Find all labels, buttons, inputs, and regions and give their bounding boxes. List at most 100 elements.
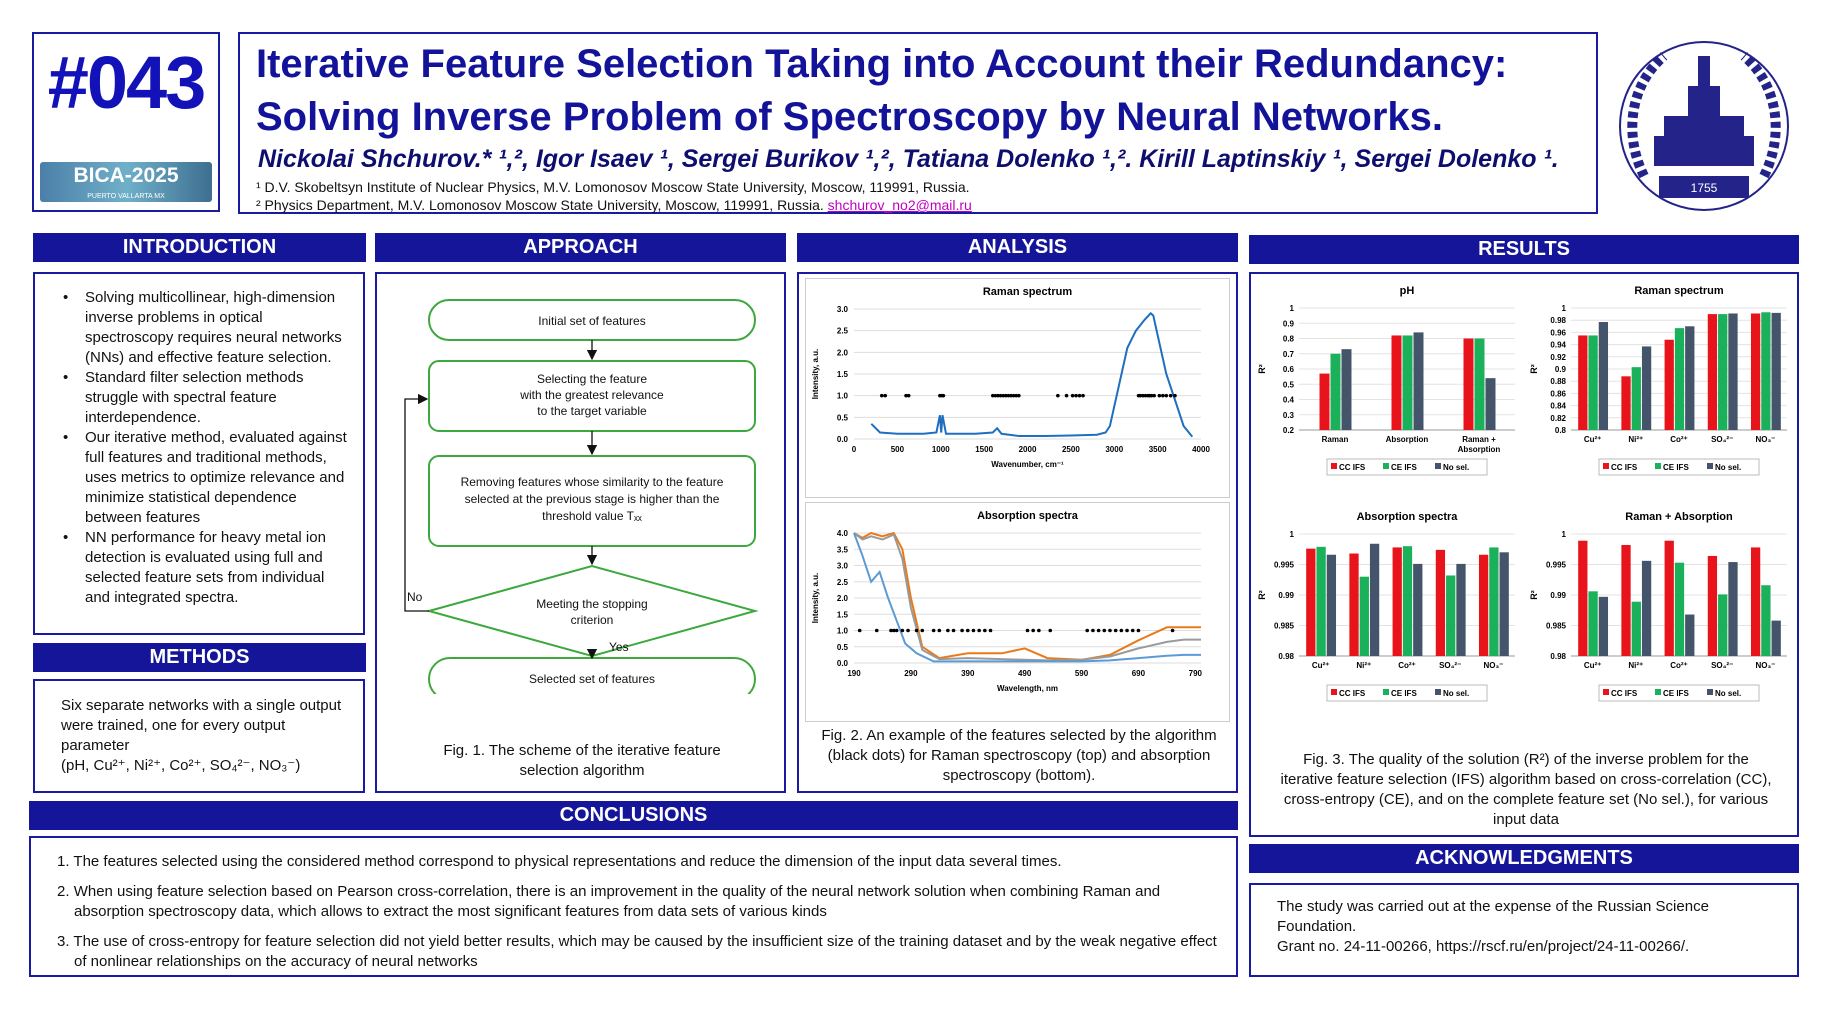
selected-feature-dot — [1168, 393, 1173, 398]
y-tick-label: 0.985 — [1546, 622, 1567, 631]
category-label: Raman + — [1462, 435, 1496, 444]
y-tick-label: 0.6 — [1283, 365, 1295, 374]
bar-no-sel- — [1499, 552, 1509, 656]
category-label: SO₄²⁻ — [1711, 661, 1733, 670]
bar-no-sel- — [1685, 614, 1695, 656]
selected-feature-dot — [1170, 628, 1175, 633]
legend-label: CC IFS — [1339, 463, 1366, 472]
conclusion-number: 1. — [57, 853, 74, 870]
y-tick-label: 0.995 — [1546, 561, 1567, 570]
x-tick-label: 790 — [1189, 669, 1203, 678]
selected-feature-dot — [883, 393, 888, 398]
introduction-header: INTRODUCTION — [33, 233, 366, 262]
legend-label: No sel. — [1443, 689, 1469, 698]
poster-title-line1: Iterative Feature Selection Taking into … — [256, 42, 1508, 86]
y-tick-label: 1 — [1562, 530, 1567, 539]
intro-item: Solving multicollinear, high-dimension i… — [63, 288, 353, 368]
raman-absorption-bar-chart: Raman + Absorption 0.98 0.985 0.99 0.995 1 R² C… — [1529, 511, 1787, 702]
x-tick-label: 1500 — [975, 445, 993, 454]
selected-feature-dot — [892, 628, 896, 633]
legend-swatch — [1435, 689, 1441, 695]
bar-ce-ifs — [1359, 576, 1369, 656]
y-tick-label: 3.0 — [837, 305, 849, 314]
x-tick-label: 290 — [904, 669, 918, 678]
intro-item: Our iterative method, evaluated against … — [63, 428, 353, 528]
bar-cc-ifs — [1306, 548, 1316, 656]
selected-feature-dot — [1119, 628, 1124, 633]
bar-cc-ifs — [1349, 553, 1359, 656]
ph-bar-chart: pH 0.2 0.3 0.4 0.5 0.6 0.7 0.8 0.9 1 R² Raman Absorp… — [1257, 285, 1515, 476]
bar-no-sel- — [1456, 563, 1466, 656]
selected-feature-dot — [1006, 393, 1011, 398]
y-tick-label: 1.5 — [837, 370, 849, 379]
y-tick-label: 0.3 — [1283, 411, 1295, 420]
bar-ce-ifs — [1446, 575, 1456, 656]
conference-logo-text: BICA-2025 — [73, 164, 179, 187]
flow-select-label: Selecting the feature — [537, 372, 647, 386]
flow-no-label: No — [407, 590, 423, 604]
approach-box: Initial set of features Selecting the fe… — [375, 272, 786, 793]
poster-number-badge: #043 BICA-2025 PUERTO VALLARTA MX — [32, 32, 220, 212]
legend-label: CE IFS — [1663, 463, 1689, 472]
category-label: Absorption — [1386, 435, 1429, 444]
y-tick-label: 0.5 — [837, 413, 849, 422]
results-header: RESULTS — [1249, 235, 1799, 264]
selected-feature-dot — [1125, 628, 1129, 633]
approach-caption: Fig. 1. The scheme of the iterative feat… — [443, 742, 721, 779]
selected-feature-dot — [1070, 393, 1075, 398]
absorption-spectrum-chart: Absorption spectra 0.0 0.5 1.0 1.5 2.0 2.5 3.0 3… — [811, 510, 1203, 693]
x-tick-label: 500 — [891, 445, 905, 454]
selected-feature-dot — [1113, 628, 1118, 633]
selected-feature-dot — [998, 393, 1003, 398]
selected-feature-dot — [1141, 393, 1145, 398]
authors: Nickolai Shchurov.* ¹,², Igor Isaev ¹, S… — [258, 145, 1559, 173]
y-tick-label: 2.5 — [837, 327, 849, 336]
bar-no-sel- — [1598, 596, 1609, 656]
selected-feature-dot — [857, 628, 862, 633]
legend-label: CC IFS — [1611, 689, 1638, 698]
selected-feature-dot — [1031, 628, 1035, 633]
chart-title: pH — [1400, 285, 1415, 297]
bar-ce-ifs — [1674, 562, 1685, 656]
selected-feature-dot — [946, 628, 950, 633]
selected-feature-dot — [996, 393, 1000, 398]
selected-feature-dot — [1077, 393, 1082, 398]
bar-no-sel- — [1728, 562, 1738, 656]
email-link[interactable]: shchurov_no2@mail.ru — [827, 197, 972, 213]
y-tick-label: 0.4 — [1283, 396, 1295, 405]
selected-feature-dot — [1130, 628, 1135, 633]
y-tick-label: 0.84 — [1550, 402, 1566, 411]
conference-logo: BICA-2025 PUERTO VALLARTA MX — [40, 162, 212, 202]
selected-feature-dot — [1164, 393, 1169, 398]
bar-cc-ifs — [1750, 313, 1761, 430]
selected-feature-dot — [941, 393, 946, 398]
bar-cc-ifs — [1319, 373, 1330, 430]
raman-spectrum-panel: Raman spectrum 0.0 0.5 1.0 1.5 2.0 2.5 3.0 0 500 1… — [805, 278, 1230, 498]
selected-feature-dot — [1009, 393, 1013, 398]
selected-feature-dot — [1173, 393, 1177, 398]
selected-feature-dot — [904, 393, 908, 398]
legend-swatch — [1331, 689, 1337, 695]
y-tick-label: 0.8 — [1555, 426, 1567, 435]
selected-feature-dot — [1108, 628, 1112, 633]
y-tick-label: 0.0 — [837, 659, 849, 668]
chart-title: Raman + Absorption — [1625, 511, 1733, 523]
category-label: Ni²⁺ — [1628, 435, 1643, 444]
legend-label: No sel. — [1715, 463, 1741, 472]
y-axis-label: R² — [1529, 590, 1539, 600]
category-label: Co²⁺ — [1670, 435, 1688, 444]
selected-feature-dot — [1004, 393, 1008, 398]
legend-swatch — [1331, 463, 1337, 469]
selected-feature-dot — [1014, 393, 1019, 398]
y-tick-label: 0.86 — [1550, 389, 1566, 398]
y-tick-label: 0.98 — [1278, 652, 1294, 661]
legend-box — [1598, 684, 1760, 702]
x-tick-label: 2500 — [1062, 445, 1080, 454]
flowchart: Initial set of features Selecting the fe… — [404, 299, 759, 694]
category-label: Ni²⁺ — [1356, 661, 1371, 670]
bar-cc-ifs — [1621, 544, 1631, 656]
flow-select-label: to the target variable — [537, 404, 647, 418]
bar-cc-ifs — [1578, 335, 1588, 430]
legend-box — [1326, 458, 1488, 476]
bar-cc-ifs — [1391, 335, 1402, 430]
